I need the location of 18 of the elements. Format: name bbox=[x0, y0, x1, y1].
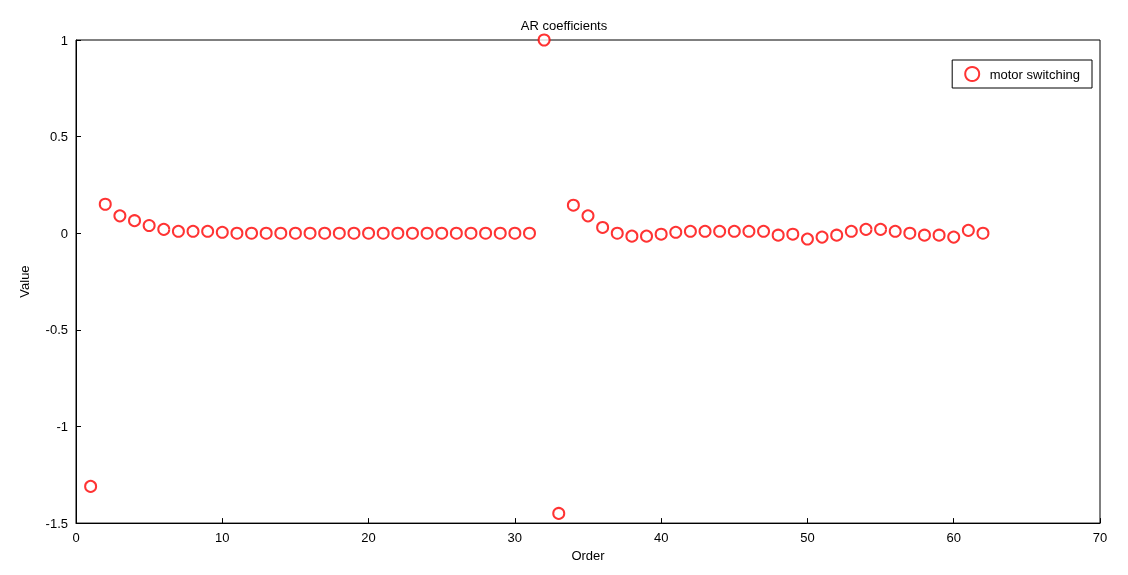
chart-title: AR coefficients bbox=[520, 18, 608, 33]
x-axis-title: Order bbox=[571, 548, 606, 563]
y-axis-title: Value bbox=[17, 265, 32, 298]
y-tick-label: 0 bbox=[60, 225, 68, 241]
y-tick-label: -1.5 bbox=[45, 515, 68, 531]
legend-label: motor switching bbox=[989, 66, 1080, 82]
y-tick-label: -1 bbox=[56, 418, 68, 434]
x-tick-label: 60 bbox=[946, 530, 961, 546]
x-tick-label: 70 bbox=[1092, 530, 1108, 546]
y-tick-label: 0.5 bbox=[49, 129, 68, 145]
x-tick-label: 10 bbox=[215, 530, 230, 546]
x-tick-label: 40 bbox=[653, 530, 669, 546]
x-tick-label: 20 bbox=[361, 530, 376, 546]
x-tick-label: 30 bbox=[507, 530, 523, 546]
y-tick-label: -0.5 bbox=[45, 322, 68, 338]
y-tick-label: 1 bbox=[60, 32, 68, 48]
x-tick-label: 0 bbox=[72, 530, 80, 546]
x-tick-label: 50 bbox=[800, 530, 815, 546]
